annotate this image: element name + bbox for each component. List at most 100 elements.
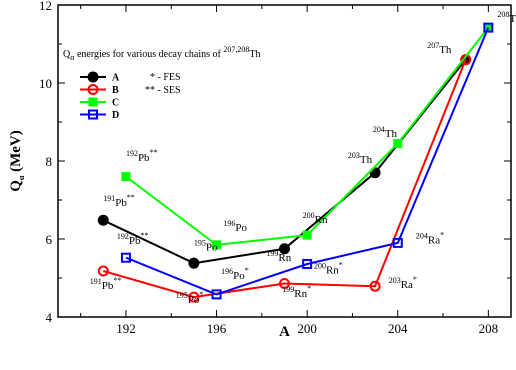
data-point xyxy=(87,71,99,83)
nuclide-label-mass: 200 xyxy=(314,262,326,271)
legend-entry-c: C xyxy=(80,97,119,109)
nuclide-label-mass: 191 xyxy=(103,194,115,203)
nuclide-label: 207Th xyxy=(427,41,452,56)
data-point xyxy=(393,138,403,148)
nuclide-label-mark: * xyxy=(307,284,311,293)
nuclide-label-mass: 196 xyxy=(221,267,233,276)
nuclide-label: 200Rn* xyxy=(314,261,343,277)
nuclide-label-mass: 191 xyxy=(90,277,102,286)
nuclide-label-element: Pb xyxy=(102,280,114,292)
legend-note: * - FES xyxy=(150,72,181,83)
nuclide-label-element: Th xyxy=(439,44,452,56)
legend-label: D xyxy=(112,110,119,121)
data-point xyxy=(188,291,200,303)
nuclide-label-element: Th xyxy=(385,128,398,140)
legend: Qα energies for various decay chains of … xyxy=(63,45,260,121)
data-point xyxy=(392,237,403,248)
nuclide-label-mass: 208 xyxy=(497,10,509,19)
data-point xyxy=(188,257,200,269)
nuclide-label-mark: * xyxy=(245,266,249,275)
nuclide-label-mass: 200 xyxy=(303,211,315,220)
legend-entry-b: B xyxy=(80,84,119,96)
data-point xyxy=(279,277,290,289)
axes-layer: 192 196 200 204 208 4 6 8 10 12 A Qα (MeV) xyxy=(8,0,512,340)
nuclide-label-element: Po xyxy=(235,222,247,234)
nuclide-label-element: Th xyxy=(509,13,516,25)
nuclide-label-element: Ra xyxy=(401,279,413,291)
nuclide-label-mark: * xyxy=(413,275,417,284)
x-tick-label: 200 xyxy=(297,321,317,336)
legend-title-mass: 207,208 xyxy=(223,45,249,54)
series-d xyxy=(120,22,494,300)
legend-title-q: Q xyxy=(63,49,71,60)
y-axis-label: Qα (MeV) xyxy=(8,130,26,192)
nuclide-label-mass: 204 xyxy=(416,232,428,241)
nuclide-label-element: Rn xyxy=(315,214,328,226)
data-point xyxy=(302,258,313,269)
nuclide-label: 203Th xyxy=(348,151,373,166)
nuclide-label-mark: ** xyxy=(113,276,121,285)
nuclide-label: 199Rn* xyxy=(282,284,311,300)
nuclide-label-mark: * xyxy=(440,231,444,240)
data-point xyxy=(279,243,290,255)
legend-title-text: energies for various decay chains of xyxy=(74,49,223,60)
nuclide-label-element: Th xyxy=(360,154,373,166)
nuclide-label-mass: 203 xyxy=(389,276,401,285)
x-tick-label: 208 xyxy=(479,321,499,336)
data-point xyxy=(87,84,99,95)
nuclide-label-element: Po xyxy=(233,270,245,282)
nuclide-label: 192Pb** xyxy=(126,148,158,164)
nuclide-label-mark: ** xyxy=(141,231,149,240)
nuclide-label: 200Rn xyxy=(303,211,328,226)
nuclide-label-mass: 195 xyxy=(176,291,188,300)
nuclide-label-mass: 196 xyxy=(223,219,235,228)
nuclide-label: 208Th xyxy=(497,10,516,25)
nuclide-label-mass: 203 xyxy=(348,151,360,160)
annotation-layer: 192Pb**191Pb**192Pb**191Pb**195Po196Po19… xyxy=(90,10,516,306)
y-axis-label-unit: (MeV) xyxy=(8,130,24,175)
nuclide-label-mass: 199 xyxy=(266,249,278,258)
nuclide-label-mass: 204 xyxy=(373,125,385,134)
nuclide-label: 195Po xyxy=(194,239,218,254)
nuclide-label: 196Po xyxy=(223,219,247,234)
legend-entry-d: D xyxy=(80,109,119,121)
nuclide-label: 191Pb** xyxy=(103,193,135,209)
legend-label: A xyxy=(112,73,120,84)
y-tick-label: 8 xyxy=(46,154,53,169)
legend-entry-a: A xyxy=(80,71,120,84)
nuclide-label-element: Po xyxy=(188,294,200,306)
y-tick-label: 10 xyxy=(39,76,52,91)
data-point xyxy=(97,265,109,277)
x-tick-label: 196 xyxy=(207,321,227,336)
legend-label: B xyxy=(112,85,119,96)
nuclide-label: 191Pb** xyxy=(90,276,122,292)
nuclide-label-mass: 207 xyxy=(427,41,439,50)
nuclide-label-mass: 192 xyxy=(126,149,138,158)
y-axis-label-sub: α xyxy=(17,175,26,180)
data-point xyxy=(302,230,312,240)
x-tick-label: 204 xyxy=(388,321,408,336)
y-axis-label-main: Q xyxy=(8,180,24,192)
nuclide-label-mass: 192 xyxy=(117,232,129,241)
legend-title-alpha: α xyxy=(70,53,75,62)
nuclide-label-element: Ra xyxy=(428,235,440,247)
data-point xyxy=(88,109,98,120)
nuclide-label: 196Po* xyxy=(221,266,249,282)
series-c xyxy=(121,23,493,250)
nuclide-label-element: Rn xyxy=(278,252,291,264)
nuclide-label: 204Th xyxy=(373,125,398,140)
y-tick-label: 4 xyxy=(46,310,53,325)
data-point xyxy=(97,214,109,226)
nuclide-label-element: Rn xyxy=(326,265,339,277)
data-point xyxy=(211,289,222,300)
series-line xyxy=(125,27,490,296)
nuclide-label-element: Pb xyxy=(115,197,127,209)
data-point xyxy=(121,172,131,182)
x-axis-label: A xyxy=(279,324,290,340)
data-point xyxy=(483,23,493,33)
data-point xyxy=(369,280,381,292)
nuclide-label-mark: * xyxy=(199,290,203,299)
nuclide-label-mark: * xyxy=(339,261,343,270)
data-point xyxy=(483,22,494,33)
